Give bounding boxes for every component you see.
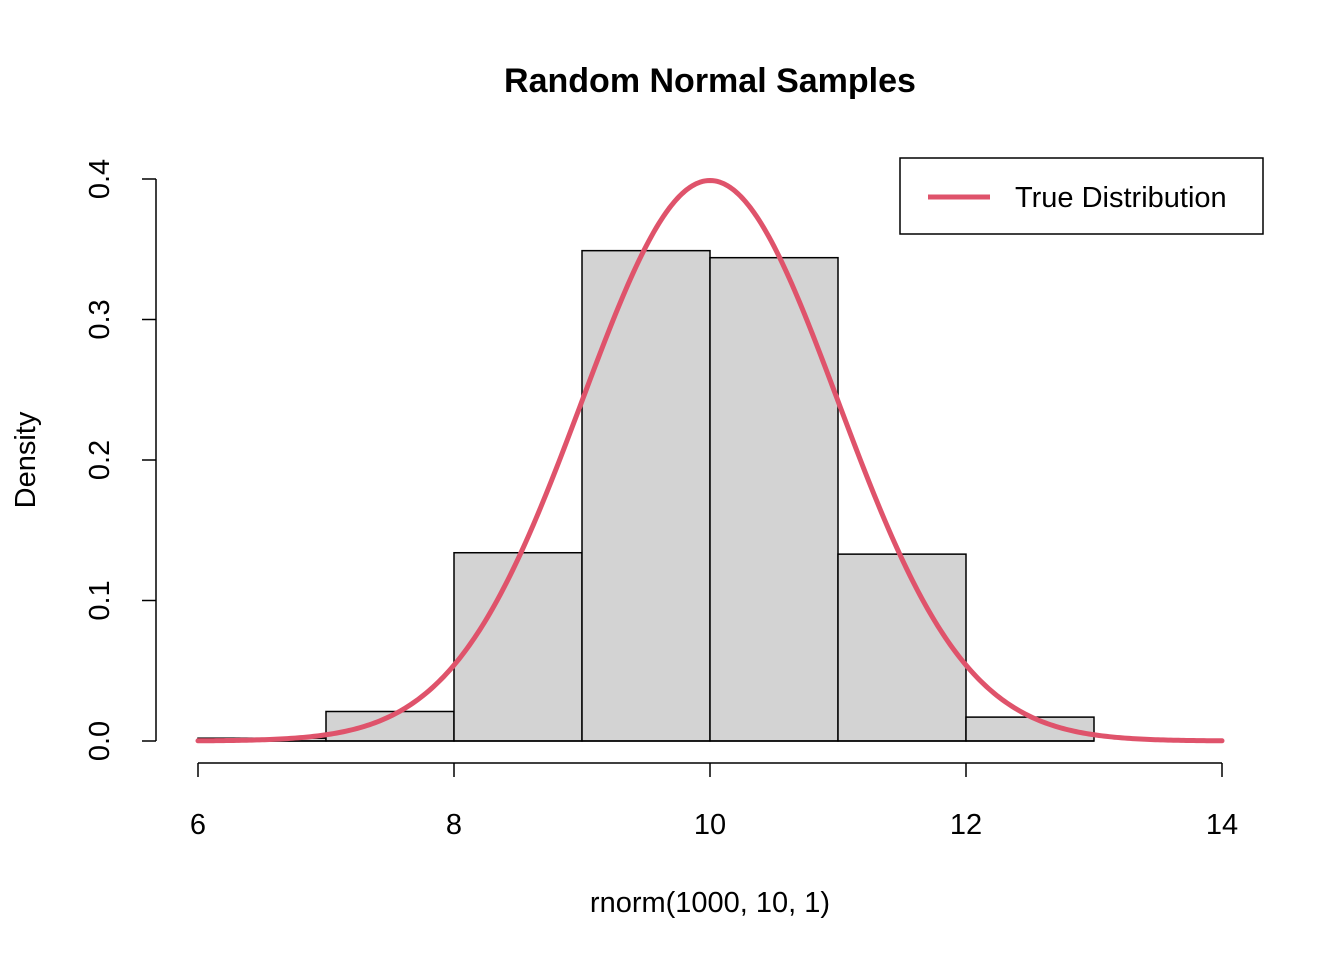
y-tick-label: 0.1 xyxy=(84,580,116,620)
x-tick-label: 14 xyxy=(1206,809,1238,841)
y-axis-label: Density xyxy=(10,411,42,508)
y-tick-label: 0.2 xyxy=(84,440,116,480)
x-tick-label: 12 xyxy=(950,809,982,841)
chart-title: Random Normal Samples xyxy=(504,62,916,100)
legend-label: True Distribution xyxy=(1015,182,1227,214)
x-tick-label: 8 xyxy=(446,809,462,841)
x-axis: 6 8 10 12 14 xyxy=(190,762,1238,841)
y-axis: 0.0 0.1 0.2 0.3 0.4 xyxy=(84,159,157,761)
histogram-bars xyxy=(197,249,1095,742)
y-tick-label: 0.4 xyxy=(84,159,116,199)
y-tick-label: 0.3 xyxy=(84,299,116,339)
histogram-bar xyxy=(837,553,967,742)
x-axis-label: rnorm(1000, 10, 1) xyxy=(590,887,830,919)
histogram-bar xyxy=(453,551,583,742)
x-tick-label: 10 xyxy=(694,809,726,841)
density-curve-series xyxy=(195,177,1225,744)
legend: True Distribution xyxy=(899,157,1264,235)
histogram-bar xyxy=(709,256,839,742)
density-curve-layer xyxy=(195,177,1225,744)
x-tick-label: 6 xyxy=(190,809,206,841)
histogram-bar xyxy=(581,249,711,742)
y-tick-label: 0.0 xyxy=(84,721,116,761)
